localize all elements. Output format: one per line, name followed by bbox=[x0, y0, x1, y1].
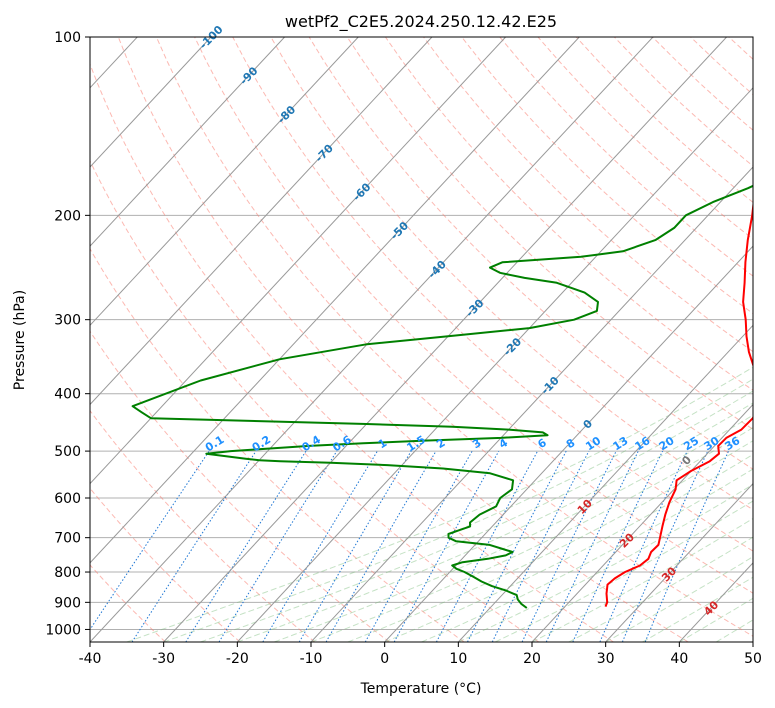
isotherm-line bbox=[90, 37, 433, 406]
isotherm-line bbox=[90, 37, 285, 247]
dry-adiabat-line bbox=[90, 564, 166, 642]
x-tick-label: -40 bbox=[79, 651, 102, 667]
mixing-ratio-line bbox=[572, 450, 664, 642]
mixing-ratio-line bbox=[545, 450, 639, 642]
y-tick-label: 200 bbox=[54, 208, 81, 224]
dry-adiabat-line bbox=[90, 159, 540, 642]
mixing-ratio-line bbox=[435, 450, 539, 642]
mixing-ratio-line bbox=[364, 450, 473, 642]
x-tick-label: -20 bbox=[226, 651, 249, 667]
x-tick-label: 20 bbox=[523, 651, 541, 667]
y-axis-label: Pressure (hPa) bbox=[12, 290, 28, 390]
y-tick-label: 600 bbox=[54, 491, 81, 507]
moist-adiabat-line bbox=[679, 597, 753, 642]
mixing-ratio-line bbox=[185, 450, 307, 642]
moist-adiabat-line bbox=[274, 414, 753, 642]
dry-adiabat-line bbox=[270, 37, 753, 511]
moist-adiabat-line bbox=[200, 390, 753, 642]
x-tick-label: 50 bbox=[744, 651, 762, 667]
x-tick-label: -30 bbox=[152, 651, 175, 667]
moist-adiabat-line bbox=[642, 576, 753, 642]
dry-adiabat-line bbox=[194, 37, 753, 594]
mixing-ratio-line bbox=[467, 450, 567, 642]
dry-adiabat-line bbox=[461, 37, 753, 315]
x-tick-label: 30 bbox=[597, 651, 615, 667]
moist-adiabat-line bbox=[347, 440, 753, 642]
isotherm-line bbox=[310, 166, 753, 642]
y-tick-label: 300 bbox=[54, 313, 81, 329]
mixing-ratio-line bbox=[262, 450, 378, 642]
moist-adiabat-line bbox=[163, 378, 753, 642]
isotherm-line bbox=[605, 482, 753, 642]
isotherm-line bbox=[384, 245, 753, 642]
isotherm-line bbox=[90, 37, 506, 485]
mixing-ratio-line bbox=[491, 450, 590, 642]
plot-frame bbox=[89, 36, 754, 643]
dry-adiabat-line bbox=[90, 330, 390, 642]
mixing-ratio-line bbox=[599, 450, 688, 642]
dry-adiabat-line bbox=[346, 37, 753, 430]
isotherm-line bbox=[90, 37, 580, 564]
isotherm-line bbox=[90, 37, 212, 168]
y-tick-label: 400 bbox=[54, 387, 81, 403]
x-axis-label: Temperature (°C) bbox=[360, 681, 482, 697]
background-lines bbox=[90, 37, 753, 642]
y-tick-label: 1000 bbox=[45, 622, 81, 638]
isotherm-line bbox=[90, 37, 359, 327]
x-tick-label: 10 bbox=[449, 651, 467, 667]
x-axis: -40 -30 -20 -10 0 10 20 30 40 50 bbox=[79, 642, 762, 667]
mixing-ratio-line bbox=[218, 450, 338, 642]
dewpoint-line bbox=[131, 184, 753, 609]
mixing-ratio-line bbox=[621, 450, 709, 642]
dry-adiabat-line bbox=[423, 37, 753, 353]
x-tick-label: 40 bbox=[670, 651, 688, 667]
x-tick-label: -10 bbox=[300, 651, 323, 667]
isotherm-line bbox=[457, 324, 753, 642]
isotherm-line bbox=[531, 403, 753, 642]
dry-adiabat-line bbox=[117, 37, 689, 642]
isotherm-line bbox=[163, 37, 727, 642]
dry-adiabat-line bbox=[90, 62, 614, 642]
chart-title: wetPf2_C2E5.2024.250.12.42.E25 bbox=[285, 12, 557, 32]
dry-adiabat-line bbox=[232, 37, 753, 552]
isotherm-line bbox=[90, 37, 654, 642]
y-tick-label: 100 bbox=[54, 30, 81, 46]
y-tick-label: 900 bbox=[54, 595, 81, 611]
y-axis: 100 200 300 400 500 600 700 800 900 1000 bbox=[45, 30, 90, 638]
mixing-ratio-line bbox=[393, 450, 500, 642]
moist-adiabat-line bbox=[458, 483, 753, 642]
moist-adiabat-line bbox=[605, 556, 753, 642]
x-tick-label: 0 bbox=[380, 651, 389, 667]
moist-adiabat-line bbox=[494, 500, 753, 642]
moist-adiabat-line bbox=[531, 517, 753, 642]
moist-adiabat-line bbox=[421, 468, 753, 642]
isotherm-line bbox=[236, 87, 753, 642]
dry-adiabat-line bbox=[90, 409, 316, 642]
y-tick-label: 700 bbox=[54, 531, 81, 547]
mixing-ratio-line bbox=[90, 450, 210, 631]
moist-adiabat-line bbox=[310, 427, 753, 642]
dry-adiabat-line bbox=[90, 247, 465, 642]
y-tick-label: 500 bbox=[54, 444, 81, 460]
y-tick-label: 800 bbox=[54, 565, 81, 581]
